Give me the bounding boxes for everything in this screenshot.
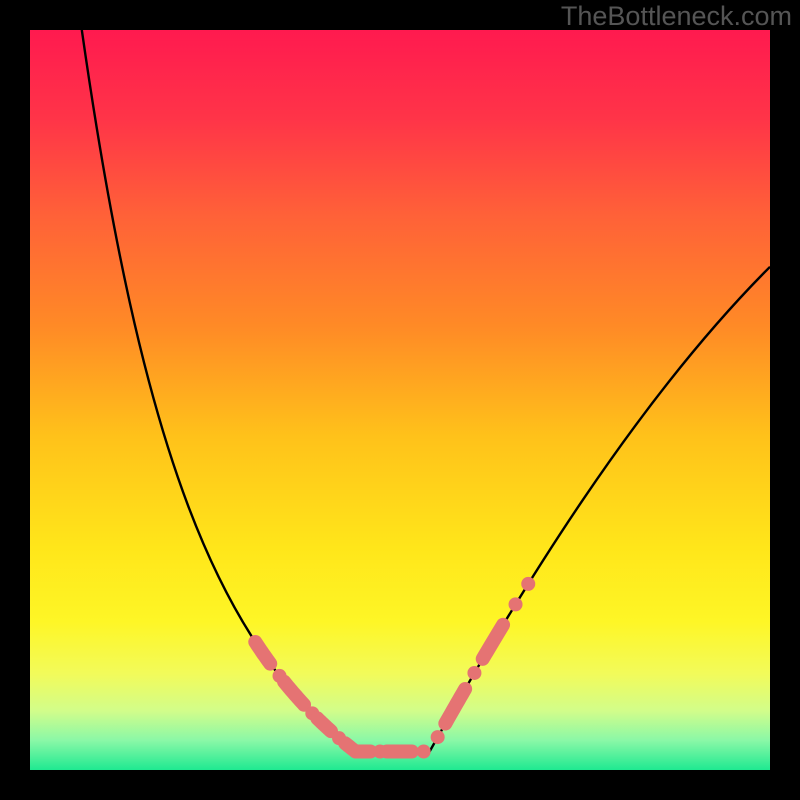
marker-dot — [509, 597, 523, 611]
chart-svg — [30, 30, 770, 770]
marker-dot — [417, 745, 431, 759]
marker-capsule — [317, 718, 331, 731]
chart-background — [30, 30, 770, 770]
marker-dot — [431, 730, 445, 744]
watermark-label: TheBottleneck.com — [561, 1, 792, 32]
chart-plot-area — [30, 30, 770, 770]
marker-dot — [467, 666, 481, 680]
marker-dot — [521, 577, 535, 591]
